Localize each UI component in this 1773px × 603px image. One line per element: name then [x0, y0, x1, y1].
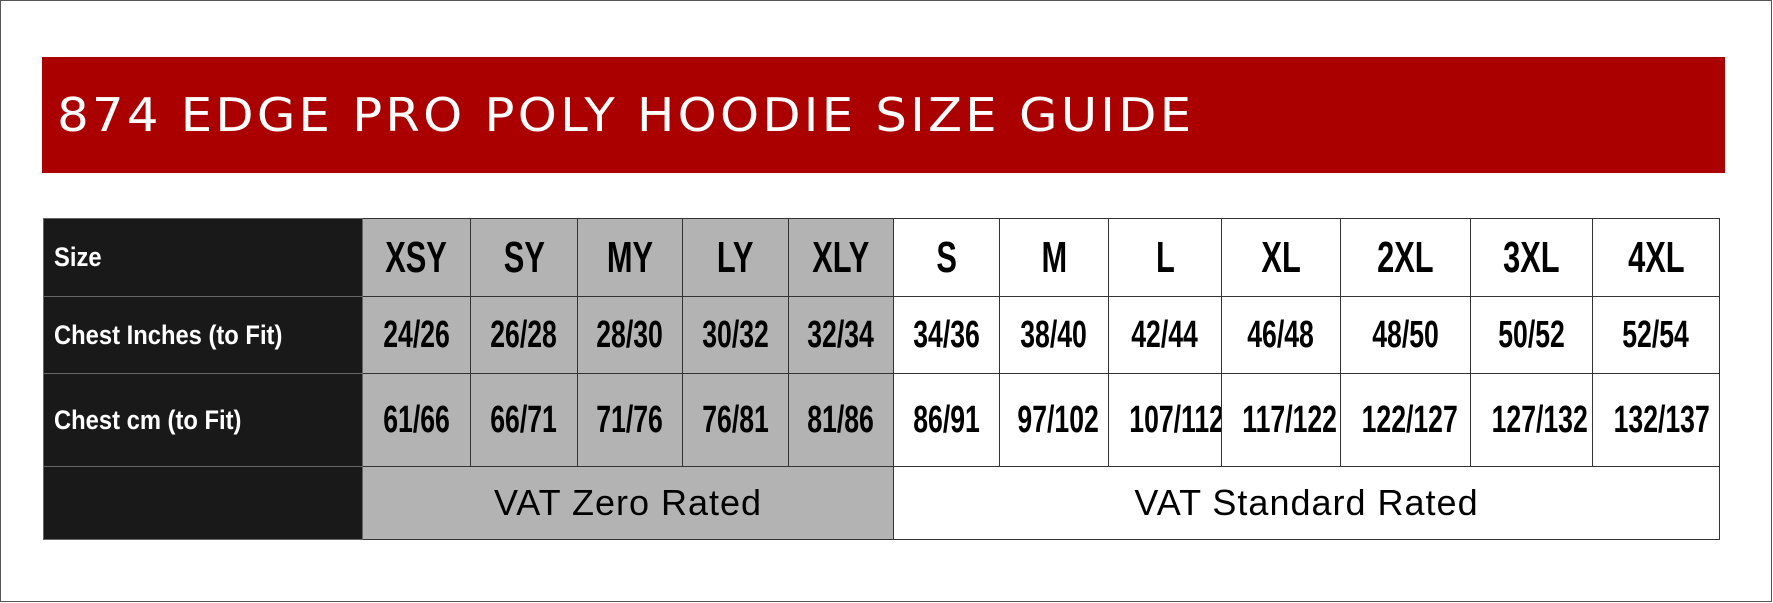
chest-cm-row: Chest cm (to Fit) 61/66 66/71 71/76 76/81 81/…: [43, 373, 1720, 467]
cell-value: 71/76: [596, 398, 664, 441]
cell-value: 97/102: [1017, 398, 1099, 441]
chest-inches-row: Chest Inches (to Fit) 24/26 26/28 28/30 30/3…: [43, 296, 1720, 374]
chest-cm-cell: 61/66: [362, 373, 471, 467]
cell-value: XSY: [385, 232, 448, 282]
sizes-cell: M: [999, 218, 1109, 297]
chest-cm-cell: 132/137: [1592, 373, 1720, 467]
cell-value: 86/91: [913, 398, 980, 441]
sizes-cell: 2XL: [1340, 218, 1471, 297]
sizes-cell: MY: [577, 218, 683, 297]
vat-row: VAT Zero Rated VAT Standard Rated: [43, 466, 1720, 540]
sizes-cell: 4XL: [1592, 218, 1720, 297]
sizes-cell: XLY: [788, 218, 894, 297]
cell-value: 26/28: [490, 313, 558, 356]
cell-value: 117/122: [1242, 398, 1337, 441]
cell-value: 4XL: [1627, 232, 1685, 282]
cell-value: 34/36: [913, 313, 980, 356]
vat-zero-cell: VAT Zero Rated: [362, 466, 894, 540]
chest-inches-cell: 38/40: [999, 296, 1109, 374]
chest-cm-cell: 117/122: [1221, 373, 1341, 467]
cell-value: 2XL: [1377, 232, 1434, 282]
cell-value: XL: [1261, 232, 1301, 282]
cell-value: M: [1041, 232, 1067, 282]
cell-value: 28/30: [596, 313, 664, 356]
chest-cm-cell: 66/71: [470, 373, 578, 467]
chest-inches-cell: 26/28: [470, 296, 578, 374]
cell-value: 50/52: [1498, 313, 1565, 356]
chest-cm-cell: 76/81: [682, 373, 789, 467]
cell-value: 32/34: [807, 313, 875, 356]
cell-value: XLY: [812, 232, 870, 282]
chest-cm-cell: 127/132: [1470, 373, 1593, 467]
chest-inches-cell: 24/26: [362, 296, 471, 374]
cell-value: 24/26: [383, 313, 450, 356]
page-title: 874 EDGE PRO POLY HOODIE SIZE GUIDE: [57, 88, 1195, 142]
sizes-cell: SY: [470, 218, 578, 297]
chest-cm-cell: 107/112: [1108, 373, 1222, 467]
cell-value: 52/54: [1622, 313, 1690, 356]
chest-inches-cell: 28/30: [577, 296, 683, 374]
cell-value: 122/127: [1361, 398, 1458, 441]
chest-inches-cell: 52/54: [1592, 296, 1720, 374]
chest-inches-cell: 34/36: [893, 296, 1000, 374]
cell-value: 127/132: [1491, 398, 1588, 441]
sizes-cell: XL: [1221, 218, 1341, 297]
chest-inches-cell: 46/48: [1221, 296, 1341, 374]
cell-value: LY: [717, 232, 754, 282]
chest-inches-cell: 32/34: [788, 296, 894, 374]
cell-value: MY: [606, 232, 654, 282]
cell-value: 61/66: [383, 398, 450, 441]
title-banner: 874 EDGE PRO POLY HOODIE SIZE GUIDE: [42, 57, 1725, 173]
row-label: Size: [43, 218, 363, 297]
cell-value: 3XL: [1503, 232, 1560, 282]
chest-cm-cell: 86/91: [893, 373, 1000, 467]
chest-cm-cell: 81/86: [788, 373, 894, 467]
cell-value: 46/48: [1247, 313, 1315, 356]
cell-value: 76/81: [702, 398, 769, 441]
cell-value: 42/44: [1131, 313, 1199, 356]
cell-value: 132/137: [1613, 398, 1710, 441]
cell-value: 107/112: [1129, 398, 1222, 441]
chest-cm-cell: 122/127: [1340, 373, 1471, 467]
size-guide-table: Size XSY SY MY LY XLY S M L XL 2XL 3XL 4XL Chest Inc…: [43, 218, 1720, 540]
sizes-cell: 3XL: [1470, 218, 1593, 297]
sizes-cell: XSY: [362, 218, 471, 297]
cell-value: 48/50: [1372, 313, 1439, 356]
cell-value: 66/71: [490, 398, 558, 441]
chest-inches-cell: 30/32: [682, 296, 789, 374]
cell-value: 30/32: [702, 313, 769, 356]
cell-value: 81/86: [807, 398, 875, 441]
row-label: [43, 466, 363, 540]
sizes-cell: S: [893, 218, 1000, 297]
chest-inches-cell: 50/52: [1470, 296, 1593, 374]
chest-cm-cell: 71/76: [577, 373, 683, 467]
size-row: Size XSY SY MY LY XLY S M L XL 2XL 3XL 4XL: [43, 218, 1720, 297]
cell-value: 38/40: [1020, 313, 1088, 356]
sizes-cell: LY: [682, 218, 789, 297]
vat-standard-cell: VAT Standard Rated: [893, 466, 1720, 540]
chest-inches-cell: 48/50: [1340, 296, 1471, 374]
cell-value: L: [1155, 232, 1175, 282]
cell-value: SY: [503, 232, 545, 282]
row-label: Chest Inches (to Fit): [43, 296, 363, 374]
chest-inches-cell: 42/44: [1108, 296, 1222, 374]
row-label: Chest cm (to Fit): [43, 373, 363, 467]
cell-value: S: [936, 232, 957, 282]
sizes-cell: L: [1108, 218, 1222, 297]
chest-cm-cell: 97/102: [999, 373, 1109, 467]
